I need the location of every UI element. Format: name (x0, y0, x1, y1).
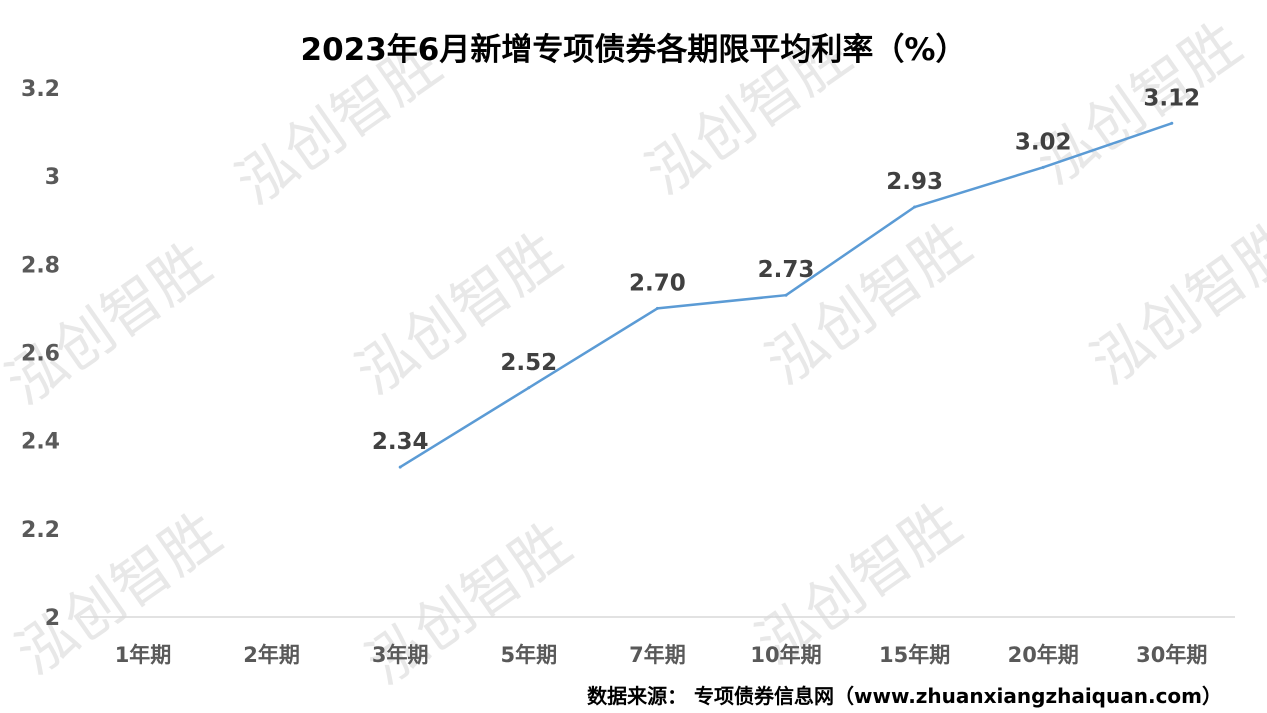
x-tick-label: 30年期 (1136, 643, 1207, 667)
data-label: 2.52 (500, 350, 557, 376)
y-tick-label: 2 (45, 606, 60, 631)
data-point (1170, 121, 1174, 125)
data-point (398, 465, 402, 469)
data-point (784, 293, 788, 297)
data-label: 2.73 (758, 257, 815, 283)
data-point (1041, 165, 1045, 169)
data-label: 3.02 (1015, 129, 1072, 155)
x-tick-label: 2年期 (243, 643, 300, 667)
data-label: 3.12 (1143, 85, 1200, 111)
x-tick-label: 7年期 (629, 643, 686, 667)
x-tick-label: 1年期 (115, 643, 172, 667)
watermark: 泓创智胜 (354, 509, 583, 698)
x-tick-label: 15年期 (879, 643, 950, 667)
x-tick-label: 10年期 (750, 643, 821, 667)
data-point (655, 306, 659, 310)
y-tick-label: 3 (45, 165, 60, 190)
watermark: 泓创智胜 (1079, 209, 1267, 398)
data-label: 2.34 (372, 429, 429, 455)
data-label: 2.70 (629, 270, 686, 296)
watermark: 泓创智胜 (344, 219, 573, 408)
y-tick-label: 2.4 (21, 430, 60, 455)
x-tick-label: 20年期 (1008, 643, 1079, 667)
chart-title: 2023年6月新增专项债券各期限平均利率（%） (300, 32, 967, 68)
data-point (913, 205, 917, 209)
x-tick-label: 3年期 (372, 643, 429, 667)
data-source-note: 数据来源： 专项债券信息网（www.zhuanxiangzhaiquan.com… (587, 684, 1222, 708)
y-tick-label: 2.8 (21, 253, 60, 278)
x-tick-label: 5年期 (500, 643, 557, 667)
y-tick-label: 3.2 (21, 77, 60, 102)
y-tick-label: 2.6 (21, 342, 60, 367)
data-point (527, 386, 531, 390)
y-tick-label: 2.2 (21, 518, 60, 543)
data-label: 2.93 (886, 169, 943, 195)
